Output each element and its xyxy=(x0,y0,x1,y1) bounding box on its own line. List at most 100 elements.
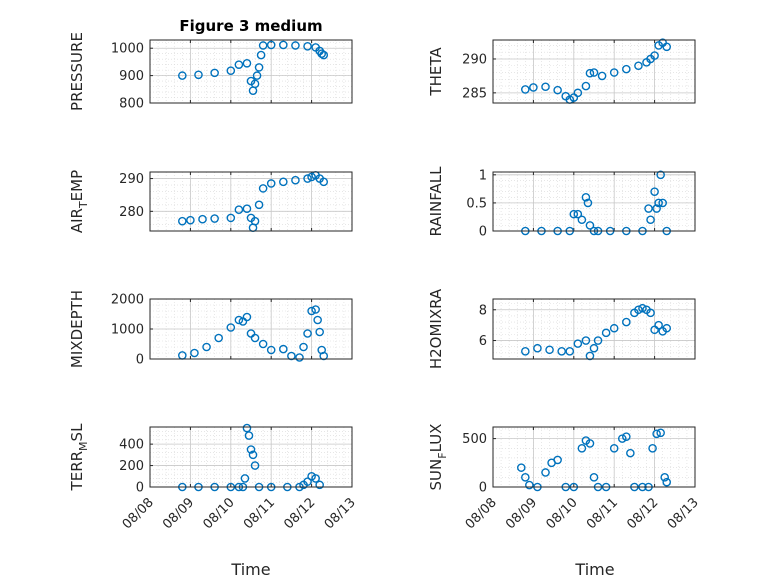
data-point xyxy=(650,187,659,196)
data-point xyxy=(589,473,599,482)
data-point xyxy=(317,49,327,58)
data-point xyxy=(660,473,670,482)
data-point xyxy=(303,174,312,183)
data-point xyxy=(266,179,276,188)
data-point xyxy=(622,317,631,327)
data-point xyxy=(291,41,300,50)
data-point xyxy=(581,336,591,345)
data-point xyxy=(315,480,324,490)
data-point xyxy=(202,342,211,352)
data-point xyxy=(525,480,534,490)
plot-area xyxy=(493,299,695,359)
data-point xyxy=(654,320,663,330)
data-point xyxy=(242,58,252,68)
x-tick-label: 08/13 xyxy=(665,495,702,532)
y-tick-label: 6 xyxy=(479,334,487,349)
data-point xyxy=(585,351,595,361)
plot-area xyxy=(493,427,695,487)
subplot-mixdepth: 0 1000 2000 MIXDEPTH xyxy=(68,290,353,368)
data-point xyxy=(234,60,244,69)
y-tick-label: 0 xyxy=(479,481,487,496)
data-point xyxy=(214,333,223,343)
data-point xyxy=(234,315,244,325)
y-axis-label: THETA xyxy=(427,47,445,97)
data-point xyxy=(597,71,607,81)
data-point xyxy=(569,209,579,219)
data-point xyxy=(313,315,322,325)
figure-title: Figure 3 medium xyxy=(179,17,322,35)
data-point xyxy=(194,70,203,80)
x-tick-label: 08/11 xyxy=(584,495,621,532)
data-point xyxy=(258,184,268,193)
data-point xyxy=(210,214,219,223)
data-point xyxy=(521,347,530,356)
data-point xyxy=(307,172,316,182)
subplot-pressure: 800 900 1000 PRESSURE xyxy=(68,32,353,112)
x-tick-label: 08/10 xyxy=(544,495,581,532)
data-point xyxy=(315,327,324,337)
data-point xyxy=(638,303,647,313)
data-point xyxy=(254,200,264,210)
y-axis-label: AIRTEMP xyxy=(68,170,90,233)
y-tick-label: 0 xyxy=(479,225,487,240)
data-point xyxy=(646,215,655,225)
data-point xyxy=(246,445,256,454)
y-tick-label: 290 xyxy=(462,52,487,67)
data-point xyxy=(557,347,566,356)
data-point xyxy=(622,432,631,441)
data-point xyxy=(646,308,655,318)
data-point xyxy=(585,439,595,448)
data-point xyxy=(256,50,266,60)
axes-box xyxy=(492,171,696,232)
data-point xyxy=(244,431,254,440)
data-point xyxy=(291,175,300,185)
data-point xyxy=(226,213,236,223)
data-point xyxy=(573,88,583,98)
data-point xyxy=(581,192,591,202)
data-point xyxy=(258,41,268,50)
data-point xyxy=(258,339,268,349)
data-point xyxy=(529,83,538,92)
data-point xyxy=(279,344,288,354)
data-point xyxy=(266,345,276,355)
y-tick-label: 0 xyxy=(136,481,144,496)
data-point xyxy=(190,348,199,358)
data-point xyxy=(248,450,258,460)
data-point xyxy=(553,85,562,95)
data-point xyxy=(609,68,619,77)
data-point xyxy=(226,323,236,332)
data-point xyxy=(652,204,661,213)
axes-box xyxy=(149,171,353,232)
data-point xyxy=(573,339,583,348)
y-tick-label: 280 xyxy=(119,205,144,220)
x-tick-label: 08/13 xyxy=(322,495,359,532)
y-axis-label: H2OMIXRA xyxy=(427,288,445,369)
x-tick-label: 08/12 xyxy=(624,495,661,532)
subplot-airtemp: 280 290 AIRTEMP xyxy=(68,170,353,233)
y-axis-label: PRESSURE xyxy=(68,32,86,111)
y-axis-label: MIXDEPTH xyxy=(68,290,86,368)
data-point xyxy=(654,198,663,208)
y-tick-label: 200 xyxy=(119,459,144,474)
data-point xyxy=(650,51,659,60)
subplot-h2omixra: 6 8 H2OMIXRA xyxy=(427,288,696,369)
data-point xyxy=(521,85,530,94)
y-tick-label: 0.5 xyxy=(466,196,487,211)
data-point xyxy=(254,63,264,72)
data-point xyxy=(311,474,320,483)
x-tick-label: 08/09 xyxy=(160,495,197,532)
data-point xyxy=(658,198,667,208)
x-tick-label: 08/08 xyxy=(120,495,157,532)
data-point xyxy=(662,42,672,52)
y-tick-label: 8 xyxy=(479,303,487,318)
data-point xyxy=(303,42,312,51)
x-tick-label: 08/11 xyxy=(241,495,278,532)
y-tick-label: 0 xyxy=(136,353,144,368)
data-point xyxy=(565,347,575,356)
data-point xyxy=(585,221,595,230)
subplot-rainfall: 0 0.5 1 RAINFALL xyxy=(427,166,696,240)
data-point xyxy=(644,204,653,213)
data-point xyxy=(242,423,252,433)
axes-box xyxy=(492,39,696,104)
y-tick-label: 800 xyxy=(119,97,144,112)
